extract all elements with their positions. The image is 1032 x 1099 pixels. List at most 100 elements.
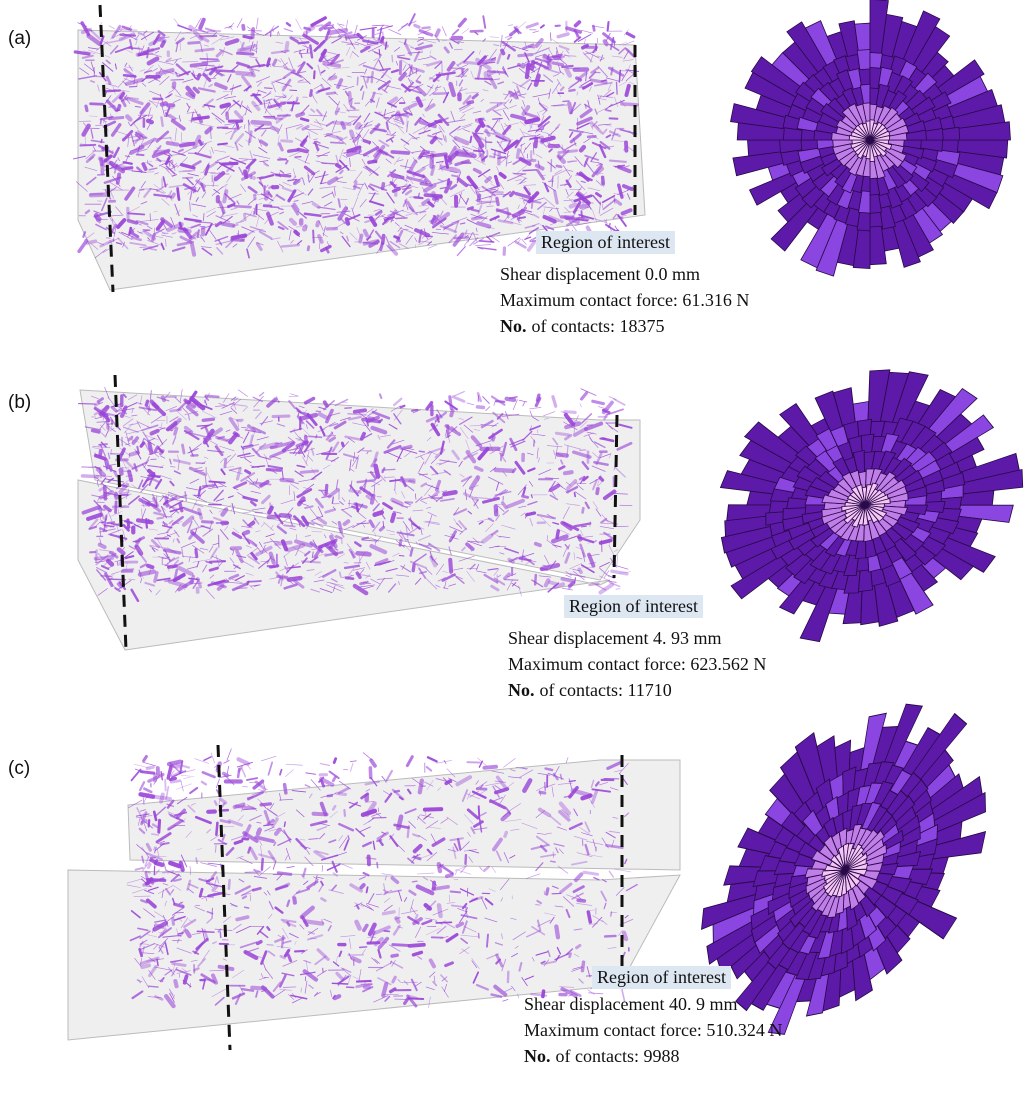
force-chain [200, 59, 217, 60]
force-chain [513, 469, 515, 472]
force-chain [311, 90, 312, 95]
force-chain [333, 806, 335, 809]
force-chain [158, 39, 165, 41]
force-chain [143, 164, 145, 169]
force-chain [536, 905, 540, 906]
force-chain [238, 53, 253, 54]
force-chain [471, 31, 482, 32]
force-chain [473, 133, 483, 134]
force-chain [493, 119, 503, 120]
force-chain [327, 93, 335, 94]
force-chain [484, 767, 496, 768]
force-chain [566, 757, 568, 763]
force-chain [363, 753, 372, 760]
force-chain [536, 76, 539, 85]
force-chain [316, 435, 317, 438]
force-chain [152, 431, 158, 434]
force-chain [227, 749, 231, 761]
force-chain [444, 492, 455, 494]
force-chain [339, 25, 343, 28]
force-chain [249, 139, 250, 145]
force-chain [457, 924, 462, 927]
force-chain [588, 912, 590, 922]
force-chain [301, 471, 317, 472]
force-chain [396, 218, 407, 219]
force-chain [306, 773, 316, 774]
force-chain [329, 30, 346, 33]
force-chain [282, 245, 299, 247]
force-chain [437, 30, 439, 35]
force-chain [432, 138, 436, 142]
force-chain [569, 104, 571, 113]
force-chain [589, 584, 598, 585]
force-chain [534, 440, 535, 446]
force-chain [204, 757, 211, 760]
force-chain [380, 394, 381, 398]
force-chain [583, 508, 584, 512]
force-chain [199, 116, 201, 122]
force-chain [253, 122, 270, 123]
force-chain [242, 769, 245, 777]
force-chain [192, 245, 194, 255]
force-chain [278, 31, 279, 34]
force-chain [149, 475, 159, 476]
force-chain [508, 55, 509, 59]
force-chain [258, 942, 261, 944]
force-chain [229, 880, 230, 889]
force-chain [285, 785, 286, 793]
artwork [0, 0, 1032, 1099]
force-chain [260, 393, 264, 396]
force-chain [565, 472, 572, 473]
force-chain [331, 142, 343, 143]
force-chain [119, 549, 124, 553]
force-chain [310, 46, 312, 58]
force-chain [108, 561, 112, 564]
force-chain [486, 407, 490, 411]
force-chain [192, 64, 206, 66]
force-chain [143, 762, 156, 766]
force-chain [622, 104, 637, 105]
force-chain [455, 237, 468, 238]
force-chain [358, 553, 370, 554]
force-chain [297, 114, 303, 116]
force-chain [280, 770, 282, 775]
force-chain [536, 139, 537, 146]
force-chain [285, 770, 293, 777]
force-chain [624, 933, 626, 939]
force-chain [320, 764, 329, 766]
force-chain [605, 41, 607, 44]
force-chain [569, 90, 574, 91]
force-chain [105, 487, 106, 499]
force-chain [345, 521, 349, 524]
force-chain [582, 393, 587, 399]
force-chain [385, 477, 395, 478]
force-chain [215, 801, 217, 804]
force-chain [410, 945, 424, 946]
force-chain [279, 209, 283, 210]
force-chain [523, 496, 528, 497]
force-chain [325, 402, 327, 406]
force-chain [291, 220, 295, 224]
force-chain [147, 767, 153, 768]
force-chain [131, 453, 138, 455]
force-chain [392, 56, 393, 62]
force-chain [150, 249, 156, 250]
force-chain [237, 917, 248, 919]
force-chain [87, 241, 95, 243]
force-chain [447, 75, 448, 79]
force-chain [245, 907, 249, 908]
force-chain [171, 781, 180, 782]
force-chain [248, 766, 251, 769]
force-chain [301, 54, 302, 57]
force-chain [475, 79, 492, 80]
force-chain [196, 550, 197, 557]
force-chain [556, 927, 558, 938]
force-chain [350, 761, 356, 762]
force-chain [216, 823, 217, 835]
force-chain [582, 30, 593, 33]
force-chain [547, 889, 548, 894]
force-chain [351, 132, 352, 137]
force-chain [496, 470, 513, 471]
force-chain [407, 757, 412, 766]
force-chain [141, 794, 153, 796]
